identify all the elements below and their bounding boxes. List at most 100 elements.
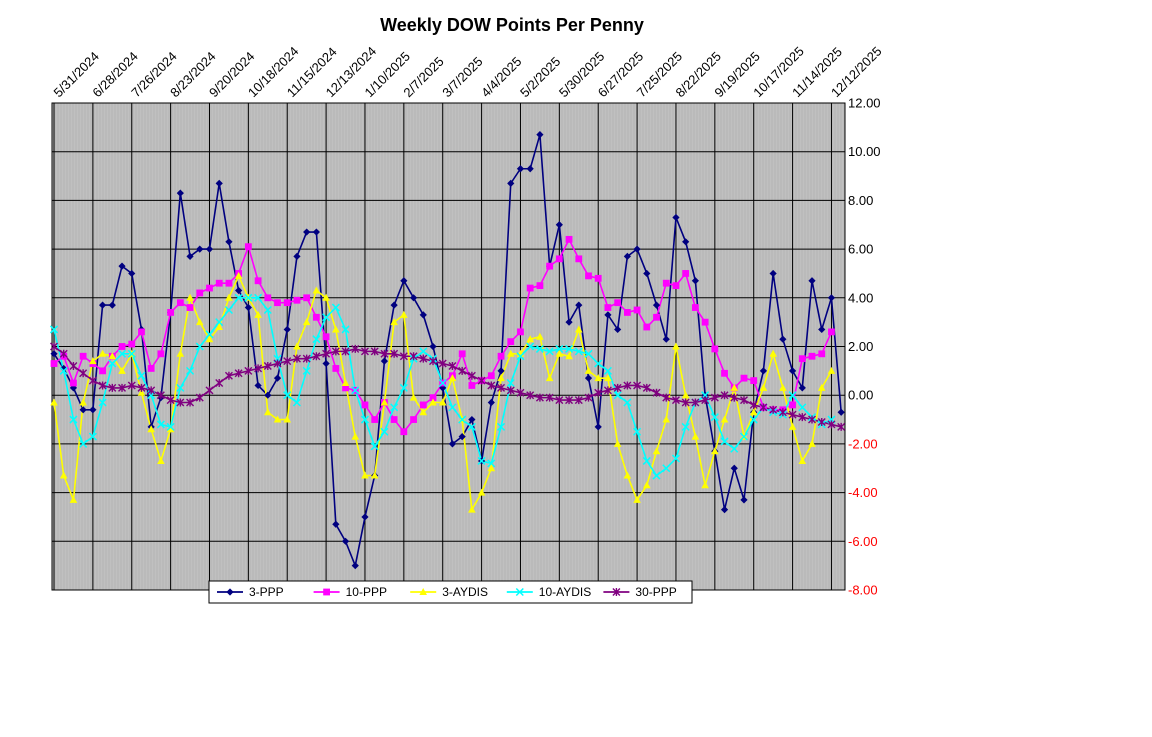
3-ppp-point bbox=[303, 228, 311, 236]
10-ppp-point bbox=[322, 333, 330, 341]
10-aydis-point bbox=[710, 413, 719, 422]
10-ppp-point bbox=[546, 262, 554, 270]
30-ppp-point bbox=[837, 422, 846, 431]
30-ppp-point bbox=[186, 398, 195, 407]
3-ppp-point bbox=[516, 165, 525, 173]
30-ppp-point bbox=[118, 383, 127, 392]
x-tick-label: 5/2/2025 bbox=[517, 54, 563, 100]
10-ppp-point bbox=[50, 360, 58, 367]
3-ppp-point bbox=[808, 277, 816, 285]
3-aydis-point bbox=[332, 325, 340, 333]
10-ppp-point bbox=[623, 309, 631, 316]
30-ppp-point bbox=[50, 342, 58, 351]
3-ppp-point bbox=[575, 301, 583, 309]
x-tick-label: 3/7/2025 bbox=[439, 54, 485, 100]
3-aydis-point bbox=[643, 481, 651, 489]
3-aydis-point bbox=[574, 325, 583, 333]
3-aydis-point bbox=[254, 310, 262, 318]
3-aydis-point bbox=[749, 408, 758, 416]
3-aydis-point bbox=[652, 447, 661, 455]
3-ppp-point bbox=[196, 245, 204, 253]
10-ppp-point bbox=[157, 350, 165, 358]
3-aydis-point bbox=[526, 335, 534, 343]
legend-3-ppp-point bbox=[226, 588, 234, 596]
3-aydis-point bbox=[380, 398, 389, 406]
3-aydis-point bbox=[788, 422, 797, 430]
10-aydis-point bbox=[331, 303, 340, 312]
3-ppp-point bbox=[60, 364, 68, 373]
30-ppp-point bbox=[778, 408, 787, 417]
3-ppp-point bbox=[273, 374, 282, 382]
10-ppp-point bbox=[682, 270, 690, 277]
10-ppp-point bbox=[254, 277, 262, 285]
30-ppp-point bbox=[817, 417, 826, 426]
10-aydis-point bbox=[633, 427, 642, 436]
3-ppp-point bbox=[390, 301, 398, 309]
3-ppp-point bbox=[555, 221, 563, 229]
10-aydis-point bbox=[477, 456, 486, 465]
3-aydis-point bbox=[623, 471, 632, 479]
30-ppp-point bbox=[399, 352, 408, 361]
30-ppp-point bbox=[749, 400, 758, 409]
series-markers-10-aydis bbox=[49, 293, 836, 480]
3-aydis-point bbox=[711, 447, 719, 455]
10-aydis-point bbox=[788, 391, 797, 400]
3-ppp-point bbox=[312, 228, 320, 236]
3-ppp-point bbox=[779, 335, 787, 343]
30-ppp-point bbox=[701, 396, 710, 405]
30-ppp-point bbox=[545, 393, 554, 402]
3-ppp-point bbox=[594, 423, 602, 431]
30-ppp-point bbox=[448, 361, 457, 370]
30-ppp-point bbox=[166, 396, 175, 405]
30-ppp-point bbox=[390, 349, 399, 358]
legend-entry-3-ppp: 3-PPP bbox=[217, 585, 284, 599]
3-aydis-point bbox=[263, 408, 272, 416]
30-ppp-point bbox=[671, 396, 680, 405]
30-ppp-point bbox=[244, 366, 253, 375]
legend-10-aydis-point bbox=[515, 587, 524, 597]
3-aydis-point bbox=[555, 349, 564, 357]
10-ppp-point bbox=[167, 309, 175, 316]
30-ppp-point bbox=[331, 347, 340, 356]
10-aydis-point bbox=[263, 305, 272, 315]
3-aydis-point bbox=[293, 342, 301, 350]
10-ppp-point bbox=[138, 328, 145, 336]
3-ppp-point bbox=[507, 179, 515, 187]
10-ppp-point bbox=[79, 352, 87, 360]
10-ppp-point bbox=[176, 299, 184, 307]
30-ppp-point bbox=[79, 369, 88, 378]
series-line-30-ppp bbox=[53, 345, 842, 428]
3-ppp-point bbox=[215, 179, 223, 187]
30-ppp-point bbox=[341, 347, 350, 356]
10-aydis-point bbox=[526, 342, 535, 351]
3-aydis-point bbox=[662, 415, 671, 423]
10-aydis-point bbox=[127, 349, 136, 358]
3-aydis-point bbox=[312, 286, 321, 294]
10-ppp-point bbox=[517, 328, 524, 336]
y-tick-label: 12.00 bbox=[848, 96, 881, 111]
3-ppp-point bbox=[837, 408, 845, 416]
3-aydis-point bbox=[147, 425, 155, 433]
3-ppp-point bbox=[740, 496, 748, 504]
10-ppp-point bbox=[390, 416, 398, 423]
10-ppp-point bbox=[283, 299, 291, 307]
30-ppp-point bbox=[263, 361, 272, 370]
10-ppp-point bbox=[555, 255, 563, 263]
10-aydis-point bbox=[341, 325, 350, 334]
10-aydis-point bbox=[574, 347, 583, 356]
10-aydis-point bbox=[516, 352, 525, 361]
3-ppp-point bbox=[283, 325, 291, 334]
10-aydis-point bbox=[244, 293, 253, 302]
10-ppp-point bbox=[721, 369, 728, 377]
10-aydis-point bbox=[662, 464, 671, 473]
30-ppp-point bbox=[730, 393, 739, 402]
10-aydis-point bbox=[535, 344, 544, 353]
3-aydis-point bbox=[69, 495, 78, 503]
10-ppp-point bbox=[604, 304, 612, 311]
10-ppp-point bbox=[798, 355, 806, 363]
10-aydis-point bbox=[302, 366, 311, 375]
3-aydis-point bbox=[701, 481, 709, 489]
3-ppp-point bbox=[332, 520, 340, 528]
legend-10-ppp-point bbox=[323, 588, 330, 596]
10-ppp-point bbox=[215, 279, 223, 287]
